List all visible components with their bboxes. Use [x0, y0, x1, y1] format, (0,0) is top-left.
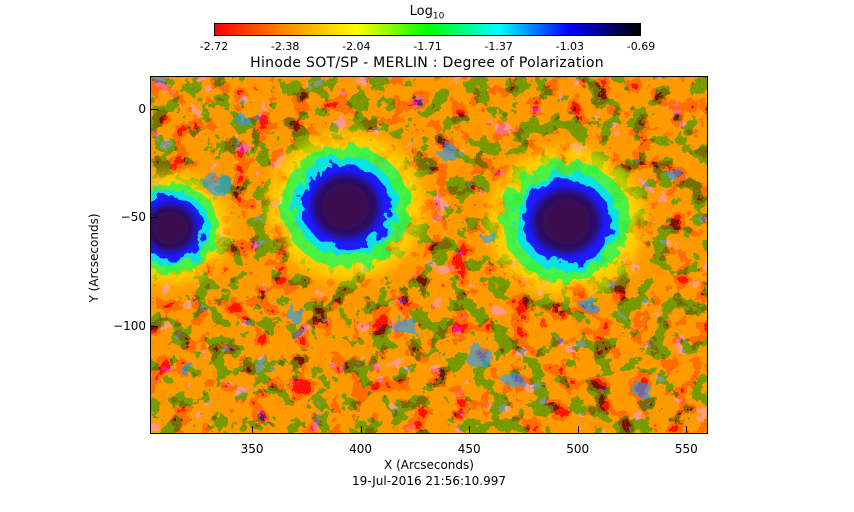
x-tick-mark: [577, 426, 579, 434]
x-axis-label: X (Arcseconds): [384, 458, 474, 472]
colorbar-tick-label: -0.69: [626, 40, 656, 53]
sunspot-feature: [152, 210, 189, 246]
x-tick-mark: [469, 426, 471, 434]
timestamp: 19-Jul-2016 21:56:10.997: [351, 474, 507, 488]
colorbar-tick-label: -2.72: [199, 40, 229, 53]
network-patch: [285, 306, 306, 323]
heatmap-image: [151, 77, 707, 433]
network-patch: [482, 232, 499, 246]
network-patch: [437, 144, 458, 161]
y-tick-mark: [150, 108, 158, 110]
network-patch: [465, 346, 494, 369]
y-tick-label: −50: [120, 210, 146, 225]
y-axis-label: Y (Arcseconds): [87, 213, 101, 303]
sunspot-feature: [321, 183, 370, 230]
x-tick-label: 400: [349, 442, 373, 456]
colorbar: [214, 23, 641, 36]
y-tick-label: 0: [138, 101, 146, 116]
sunspot-feature: [542, 198, 591, 245]
colorbar-tick-label: -1.71: [413, 40, 442, 53]
x-tick-mark: [360, 426, 362, 434]
network-patch: [502, 371, 523, 388]
colorbar-tick-label: -1.37: [484, 40, 513, 53]
y-tick-label: −100: [113, 318, 146, 333]
x-tick-mark: [252, 426, 254, 434]
network-patch: [206, 173, 235, 197]
network-patch: [179, 361, 196, 375]
network-patch: [234, 114, 249, 126]
x-tick-mark: [686, 426, 688, 434]
network-patch: [392, 315, 417, 335]
chart-title: Hinode SOT/SP - MERLIN : Degree of Polar…: [250, 55, 604, 71]
network-patch: [633, 382, 652, 398]
colorbar-tick-label: -1.03: [555, 40, 585, 53]
network-patch: [579, 296, 598, 311]
x-tick-label: 500: [566, 442, 590, 456]
network-patch: [666, 167, 683, 181]
y-tick-mark: [150, 325, 158, 327]
y-tick-mark: [150, 217, 158, 219]
colorbar-tick-label: -2.04: [342, 40, 371, 53]
x-tick-label: 550: [674, 442, 698, 456]
x-tick-label: 350: [240, 442, 264, 456]
colorbar-title: Log10: [409, 4, 445, 22]
heatmap-plot-area: [150, 76, 708, 434]
x-tick-label: 450: [457, 442, 481, 456]
colorbar-tick-label: -2.38: [270, 40, 300, 53]
